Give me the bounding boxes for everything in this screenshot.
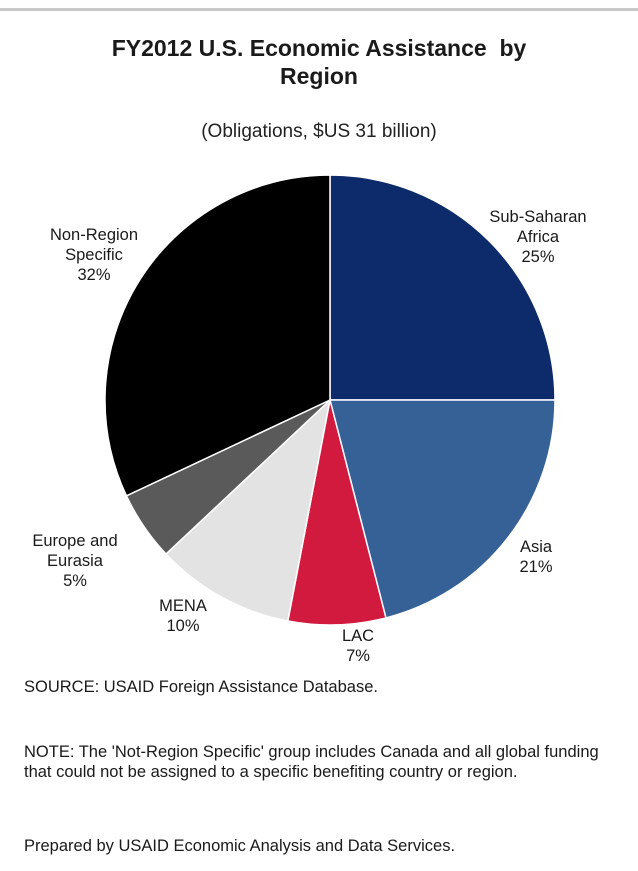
- slice-label-lac: LAC 7%: [342, 627, 374, 665]
- slice-label-mena: MENA 10%: [159, 597, 207, 635]
- pie-chart: Sub-Saharan Africa 25% Asia 21% LAC 7% MENA 10% E…: [32, 174, 587, 665]
- source-note: SOURCE: USAID Foreign Assistance Databas…: [24, 678, 378, 696]
- slice-name-label: MENA: [159, 597, 207, 615]
- pie-slice-sub-saharan-africa: [329, 174, 556, 401]
- slice-value-label: 25%: [521, 248, 554, 266]
- slice-value-label: 5%: [63, 572, 87, 590]
- prepared-by-note: Prepared by USAID Economic Analysis and …: [24, 837, 456, 855]
- slice-label-europe-eurasia: Europe and Eurasia 5%: [32, 532, 117, 590]
- slice-value-label: 32%: [77, 266, 110, 284]
- top-divider: [0, 8, 638, 11]
- slice-value-label: 7%: [346, 647, 370, 665]
- slice-name-label: Specific: [65, 246, 123, 264]
- footnote: NOTE: The 'Not-Region Specific' group in…: [24, 743, 599, 781]
- slice-name-label: Non-Region: [50, 226, 138, 244]
- slice-value-label: 10%: [166, 617, 199, 635]
- pie-slice-non-region-specific: [104, 174, 331, 497]
- chart-title-line-1: FY2012 U.S. Economic Assistance by: [111, 35, 527, 61]
- chart-subtitle: (Obligations, $US 31 billion): [201, 121, 437, 142]
- slice-name-label: Africa: [517, 228, 560, 246]
- slice-name-label: Eurasia: [47, 552, 104, 570]
- chart-title: FY2012 U.S. Economic Assistance by Regio…: [0, 34, 638, 90]
- pie-slice-mena: [164, 397, 332, 622]
- slice-value-label: 21%: [519, 558, 552, 576]
- slice-name-label: LAC: [342, 627, 374, 645]
- pie-slice-asia: [329, 399, 556, 619]
- chart-title-line-2: Region: [280, 63, 358, 89]
- slice-name-label: Europe and: [32, 532, 117, 550]
- slice-name-label: Asia: [520, 538, 553, 556]
- slice-label-non-region-specific: Non-Region Specific 32%: [50, 226, 138, 284]
- slice-name-label: Sub-Saharan: [489, 208, 586, 226]
- slice-label-sub-saharan-africa: Sub-Saharan Africa 25%: [489, 208, 586, 266]
- slice-label-asia: Asia 21%: [519, 538, 552, 576]
